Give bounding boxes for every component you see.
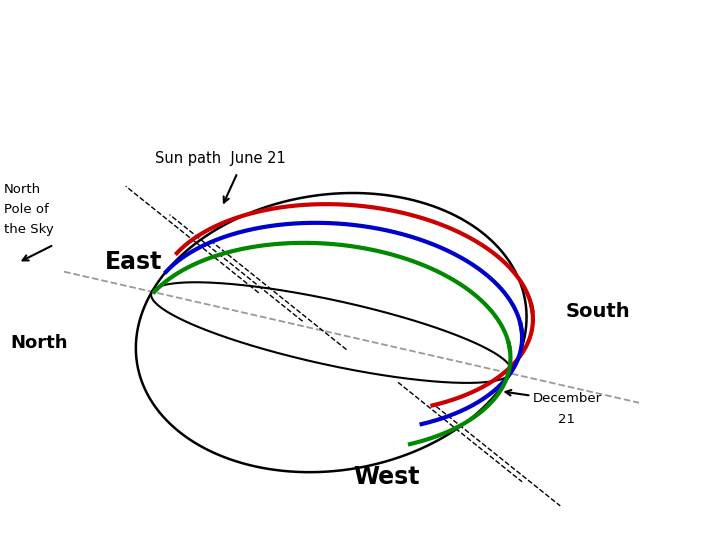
Text: Factors Affecting the Angle and: Factors Affecting the Angle and	[124, 16, 596, 42]
Text: 21: 21	[558, 413, 575, 426]
Text: North: North	[4, 183, 41, 196]
Text: East: East	[104, 251, 162, 274]
Text: West: West	[353, 464, 419, 489]
Text: Sun path  June 21: Sun path June 21	[155, 152, 286, 166]
Text: North: North	[11, 334, 68, 353]
Text: Intensity of Insolation (page 11): Intensity of Insolation (page 11)	[120, 60, 600, 86]
Text: December: December	[533, 393, 602, 406]
Text: South: South	[565, 302, 630, 321]
Text: the Sky: the Sky	[4, 224, 53, 237]
Text: Pole of: Pole of	[4, 203, 48, 216]
